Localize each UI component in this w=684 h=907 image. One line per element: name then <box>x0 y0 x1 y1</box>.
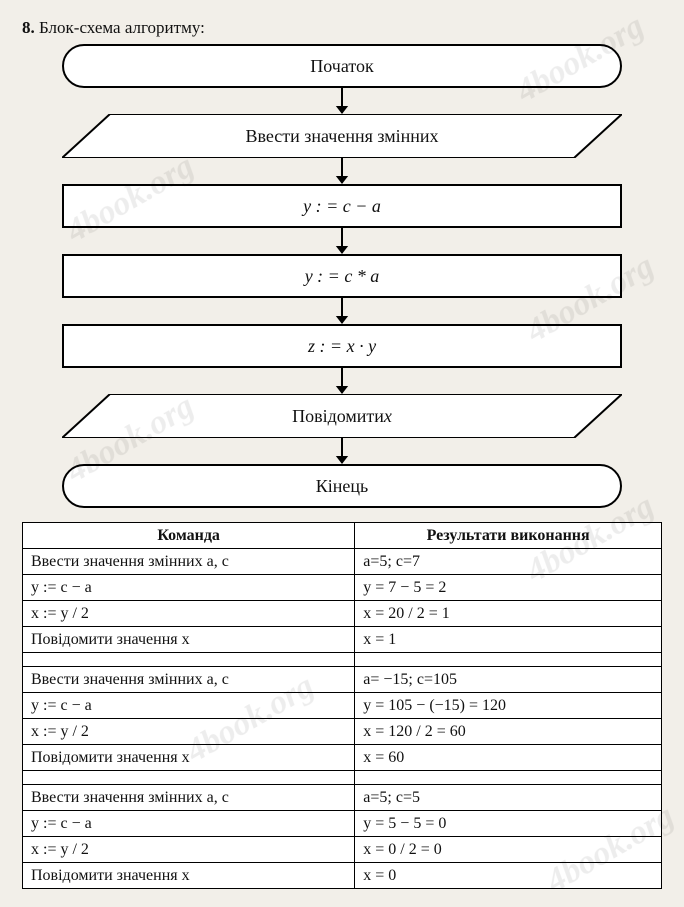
table-row: Ввести значення змінних a, ca=5; c=5 <box>23 785 662 811</box>
table-cell: Повідомити значення x <box>23 745 355 771</box>
flow-arrow <box>62 88 622 114</box>
table-cell: x = 0 <box>355 863 662 889</box>
table-cell: Ввести значення змінних a, c <box>23 549 355 575</box>
table-row: Ввести значення змінних a, ca=5; c=7 <box>23 549 662 575</box>
flow-node-p2: y : = c * a <box>62 254 622 298</box>
trace-table: КомандаРезультати виконанняВвести значен… <box>22 522 662 889</box>
flowchart: Початок Ввести значення змінних y : = c − … <box>62 44 622 508</box>
table-cell: x = 20 / 2 = 1 <box>355 601 662 627</box>
table-cell: y := c − a <box>23 575 355 601</box>
table-cell: y := c − a <box>23 693 355 719</box>
flow-node-label: Ввести значення змінних <box>62 114 622 158</box>
flow-node-output: Повідомити x <box>62 394 622 438</box>
flow-node-end: Кінець <box>62 464 622 508</box>
table-cell: y = 7 − 5 = 2 <box>355 575 662 601</box>
flow-node-p3: z : = x · y <box>62 324 622 368</box>
table-gap-row <box>23 653 662 667</box>
exercise-title: Блок-схема алгоритму: <box>39 18 205 37</box>
table-header-row: КомандаРезультати виконання <box>23 523 662 549</box>
table-row: x := y / 2x = 0 / 2 = 0 <box>23 837 662 863</box>
table-cell: x = 120 / 2 = 60 <box>355 719 662 745</box>
flow-arrow <box>62 298 622 324</box>
table-cell: y = 5 − 5 = 0 <box>355 811 662 837</box>
flow-arrow <box>62 438 622 464</box>
table-header-cell: Результати виконання <box>355 523 662 549</box>
table-cell: Повідомити значення x <box>23 863 355 889</box>
table-header-cell: Команда <box>23 523 355 549</box>
table-cell: x := y / 2 <box>23 837 355 863</box>
table-cell: a=5; c=7 <box>355 549 662 575</box>
table-row: x := y / 2x = 120 / 2 = 60 <box>23 719 662 745</box>
table-cell: y := c − a <box>23 811 355 837</box>
flow-arrow <box>62 158 622 184</box>
exercise-heading: 8. Блок-схема алгоритму: <box>22 18 662 38</box>
table-cell: Повідомити значення x <box>23 627 355 653</box>
table-row: y := c − ay = 105 − (−15) = 120 <box>23 693 662 719</box>
flow-node-label: Повідомити x <box>62 394 622 438</box>
table-cell: x := y / 2 <box>23 601 355 627</box>
table-cell: x = 60 <box>355 745 662 771</box>
table-cell: a=5; c=5 <box>355 785 662 811</box>
table-cell: x = 1 <box>355 627 662 653</box>
table-cell: Ввести значення змінних a, c <box>23 667 355 693</box>
table-cell: x = 0 / 2 = 0 <box>355 837 662 863</box>
table-cell: y = 105 − (−15) = 120 <box>355 693 662 719</box>
table-row: y := c − ay = 5 − 5 = 0 <box>23 811 662 837</box>
flow-node-input: Ввести значення змінних <box>62 114 622 158</box>
flow-arrow <box>62 228 622 254</box>
flow-node-start: Початок <box>62 44 622 88</box>
table-cell: x := y / 2 <box>23 719 355 745</box>
table-cell: Ввести значення змінних a, c <box>23 785 355 811</box>
table-row: y := c − ay = 7 − 5 = 2 <box>23 575 662 601</box>
exercise-number: 8. <box>22 18 35 37</box>
table-row: Повідомити значення xx = 60 <box>23 745 662 771</box>
table-cell: a= −15; c=105 <box>355 667 662 693</box>
table-gap-row <box>23 771 662 785</box>
table-row: Ввести значення змінних a, ca= −15; c=10… <box>23 667 662 693</box>
table-row: Повідомити значення xx = 0 <box>23 863 662 889</box>
flow-node-p1: y : = c − a <box>62 184 622 228</box>
table-row: Повідомити значення xx = 1 <box>23 627 662 653</box>
table-row: x := y / 2x = 20 / 2 = 1 <box>23 601 662 627</box>
flow-arrow <box>62 368 622 394</box>
